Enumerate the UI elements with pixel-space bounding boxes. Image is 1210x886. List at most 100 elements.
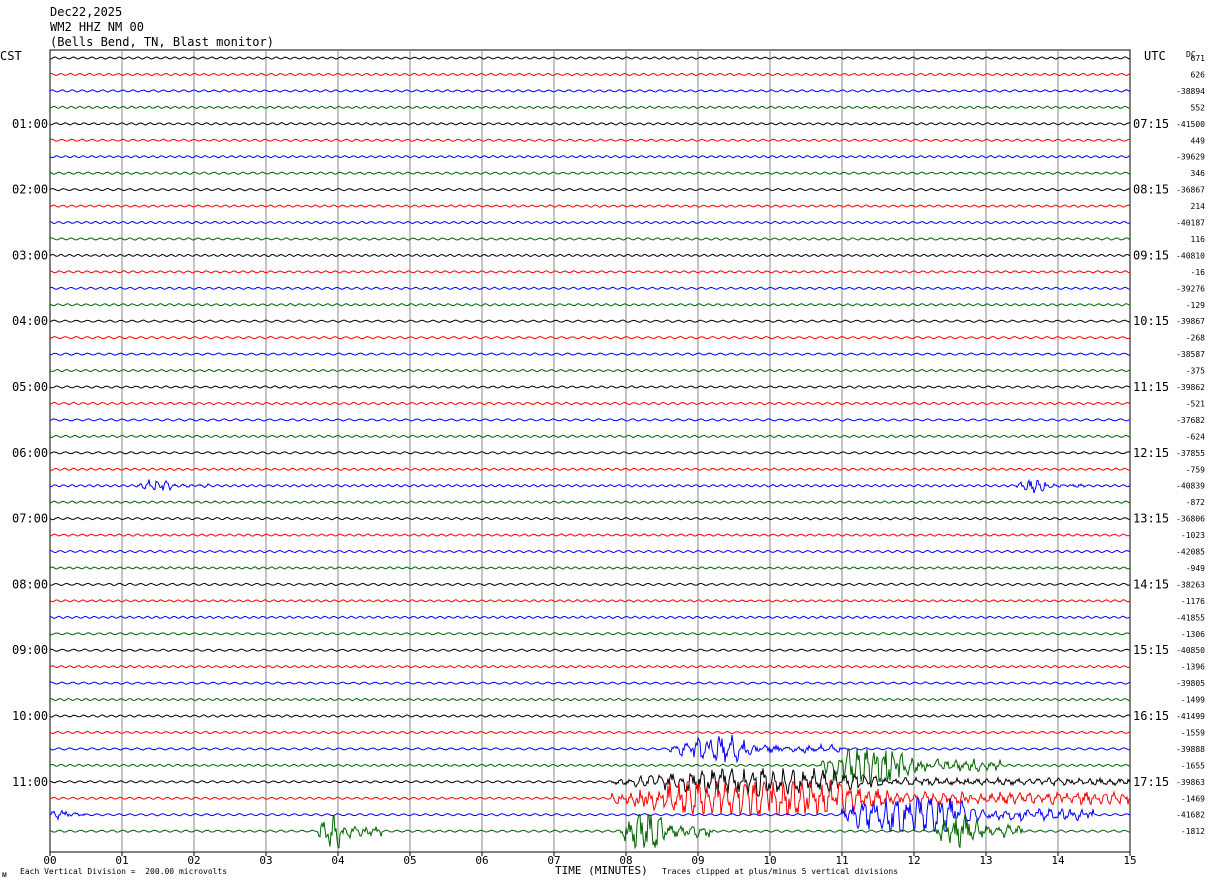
trace-row — [49, 748, 1131, 783]
dc-offset-label: -949 — [1186, 564, 1205, 573]
dc-offset-label: -1396 — [1181, 663, 1205, 672]
dc-label: DC — [1186, 50, 1196, 59]
trace-row — [49, 767, 1131, 797]
x-tick-label: 03 — [259, 854, 272, 867]
x-axis-title: TIME (MINUTES) — [555, 864, 648, 877]
x-tick-label: 06 — [475, 854, 488, 867]
dc-offset-label: -41682 — [1176, 811, 1205, 820]
left-hour-label: 03:00 — [12, 248, 48, 262]
trace-row — [49, 171, 1131, 175]
dc-offset-label: -375 — [1186, 367, 1205, 376]
x-tick-label: 10 — [763, 854, 776, 867]
left-hour-label: 10:00 — [12, 709, 48, 723]
dc-offset-label: -39276 — [1176, 284, 1205, 293]
trace-row — [49, 303, 1131, 307]
trace-row — [49, 697, 1131, 702]
dc-offset-label: -39867 — [1176, 317, 1205, 326]
dc-offset-label: -39629 — [1176, 153, 1205, 162]
corner-mark: ᴍ — [2, 870, 7, 879]
trace-row — [49, 401, 1131, 406]
dc-offset-label: -40187 — [1176, 219, 1205, 228]
trace-row — [49, 122, 1131, 126]
trace-row — [49, 155, 1131, 159]
x-tick-label: 12 — [907, 854, 920, 867]
trace-row — [49, 681, 1131, 685]
right-hour-label: 07:15 — [1133, 117, 1169, 131]
trace-row — [49, 434, 1131, 439]
scale-note: Each Vertical Division = 200.00 microvol… — [20, 867, 228, 876]
trace-row — [49, 664, 1131, 669]
header-station: WM2 HHZ NM 00 — [50, 20, 144, 34]
dc-offset-label: -39862 — [1176, 383, 1205, 392]
trace-row — [49, 105, 1131, 110]
dc-offset-label: -36806 — [1176, 515, 1205, 524]
dc-offset-label: 116 — [1191, 235, 1206, 244]
trace-row — [49, 533, 1131, 537]
dc-offset-label: 214 — [1191, 202, 1206, 211]
trace-row — [49, 253, 1131, 258]
x-tick-label: 07 — [547, 854, 560, 867]
dc-offset-label: -759 — [1186, 465, 1205, 474]
left-hour-label: 01:00 — [12, 117, 48, 131]
trace-row — [49, 56, 1131, 60]
trace-row — [49, 286, 1131, 291]
dc-offset-label: -40839 — [1176, 482, 1205, 491]
trace-row — [49, 72, 1131, 77]
dc-offset-label: 671 — [1191, 54, 1206, 63]
right-hour-label: 10:15 — [1133, 314, 1169, 328]
dc-offset-label: -40810 — [1176, 251, 1205, 260]
dc-offset-label: 552 — [1191, 103, 1206, 112]
left-hour-label: 11:00 — [12, 775, 48, 789]
trace-row — [49, 797, 1131, 833]
trace-row — [49, 478, 1131, 494]
x-tick-label: 04 — [331, 854, 345, 867]
trace-row — [49, 335, 1131, 340]
left-hour-label: 09:00 — [12, 643, 48, 657]
dc-offset-label: -38263 — [1176, 580, 1205, 589]
right-hour-label: 09:15 — [1133, 248, 1169, 262]
dc-offset-label: -39863 — [1176, 778, 1205, 787]
left-hour-label: 05:00 — [12, 380, 48, 394]
dc-offset-label: -41499 — [1176, 712, 1205, 721]
trace-row — [49, 467, 1131, 471]
trace-row — [49, 599, 1131, 603]
dc-offset-label: 626 — [1191, 70, 1206, 79]
trace-row — [49, 730, 1131, 735]
x-tick-label: 11 — [835, 854, 848, 867]
trace-row — [49, 418, 1131, 422]
dc-offset-label: -37682 — [1176, 416, 1205, 425]
dc-offset-label: -1655 — [1181, 761, 1205, 770]
x-tick-label: 08 — [619, 854, 632, 867]
trace-row — [49, 138, 1131, 142]
trace-row — [49, 319, 1131, 323]
right-hour-label: 16:15 — [1133, 709, 1169, 723]
trace-row — [49, 204, 1131, 208]
dc-offset-label: -38894 — [1176, 87, 1205, 96]
dc-offset-label: -521 — [1186, 399, 1205, 408]
left-timezone-label: CST — [0, 49, 22, 63]
dc-offset-label: -268 — [1186, 334, 1205, 343]
trace-row — [49, 89, 1131, 93]
trace-row — [49, 516, 1131, 521]
left-hour-label: 04:00 — [12, 314, 48, 328]
right-hour-label: 11:15 — [1133, 380, 1169, 394]
trace-row — [49, 714, 1131, 718]
trace-row — [49, 648, 1131, 652]
dc-offset-label: -1499 — [1181, 696, 1205, 705]
dc-offset-label: -16 — [1191, 268, 1206, 277]
right-timezone-label: UTC — [1144, 49, 1166, 63]
x-tick-label: 00 — [43, 854, 56, 867]
dc-offset-label: -38587 — [1176, 350, 1205, 359]
left-hour-label: 06:00 — [12, 446, 48, 460]
trace-row — [49, 615, 1131, 620]
x-tick-label: 13 — [979, 854, 992, 867]
clip-note: Traces clipped at plus/minus 5 vertical … — [662, 867, 899, 876]
dc-offset-label: -1023 — [1181, 531, 1205, 540]
x-tick-label: 15 — [1123, 854, 1136, 867]
trace-row — [49, 734, 1131, 764]
trace-row — [49, 549, 1131, 554]
dc-offset-label: -40850 — [1176, 646, 1205, 655]
right-hour-label: 12:15 — [1133, 446, 1169, 460]
trace-row — [49, 270, 1131, 274]
trace-row — [49, 451, 1131, 455]
